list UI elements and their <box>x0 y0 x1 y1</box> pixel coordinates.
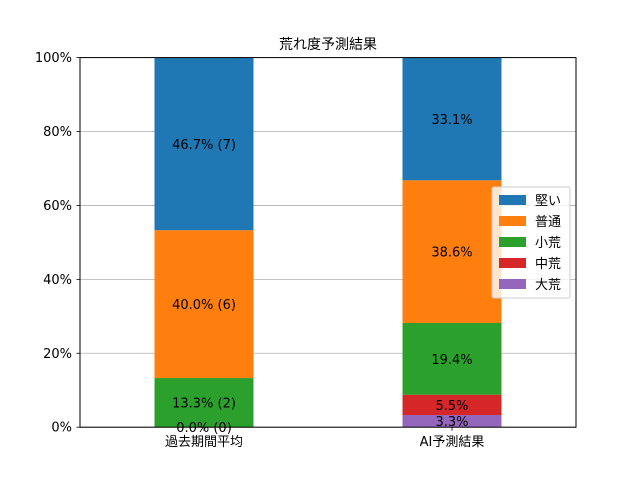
y-axis: 0% 20% 40% 60% 80% 100% <box>35 51 80 436</box>
legend-label-3: 中荒 <box>535 257 561 272</box>
bars <box>154 57 502 428</box>
y-tick-label-1: 20% <box>43 347 72 362</box>
data-label-1-4: 33.1% <box>431 113 472 128</box>
data-label-1-0: 3.3% <box>435 415 468 430</box>
y-tick-label-2: 40% <box>43 273 72 288</box>
bar-segment-1-0 <box>402 415 502 428</box>
data-label-0-3: 40.0% (6) <box>172 298 236 313</box>
legend-label-1: 普通 <box>535 215 561 230</box>
data-labels: 0.0% (0)13.3% (2)40.0% (6)46.7% (7)3.3%5… <box>172 113 473 436</box>
legend-swatch-4 <box>499 279 526 289</box>
bar-segment-1-4 <box>402 57 502 181</box>
y-tick-label-4: 80% <box>43 125 72 140</box>
y-tick-label-5: 100% <box>35 51 72 66</box>
data-label-0-2: 13.3% (2) <box>172 397 236 412</box>
legend-swatch-1 <box>499 216 526 226</box>
y-tick-label-0: 0% <box>51 421 72 436</box>
data-label-1-1: 5.5% <box>435 399 468 414</box>
x-tick-label-0: 過去期間平均 <box>165 435 243 450</box>
legend-label-0: 堅い <box>535 194 561 209</box>
legend-label-2: 小荒 <box>535 236 561 251</box>
legend-swatch-2 <box>499 237 526 247</box>
bar-segment-0-4 <box>154 57 254 231</box>
bar-segment-1-3 <box>402 180 502 323</box>
bar-segment-0-3 <box>154 230 254 379</box>
bar-segment-1-2 <box>402 322 502 395</box>
axes-frame <box>79 57 577 428</box>
bar-segment-0-2 <box>154 378 254 428</box>
data-label-1-2: 19.4% <box>431 353 472 368</box>
legend-label-4: 大荒 <box>535 278 561 293</box>
legend-swatch-3 <box>499 258 526 268</box>
bar-segment-1-1 <box>402 394 502 416</box>
y-tick-label-3: 60% <box>43 199 72 214</box>
data-label-0-4: 46.7% (7) <box>172 138 236 153</box>
x-tick-label-1: AI予測結果 <box>420 435 485 450</box>
data-label-1-3: 38.6% <box>431 246 472 261</box>
legend-swatch-0 <box>499 195 526 205</box>
chart-title: 荒れ度予測結果 <box>279 37 377 53</box>
legend-box <box>491 186 571 299</box>
x-axis: 過去期間平均 AI予測結果 <box>165 427 484 450</box>
